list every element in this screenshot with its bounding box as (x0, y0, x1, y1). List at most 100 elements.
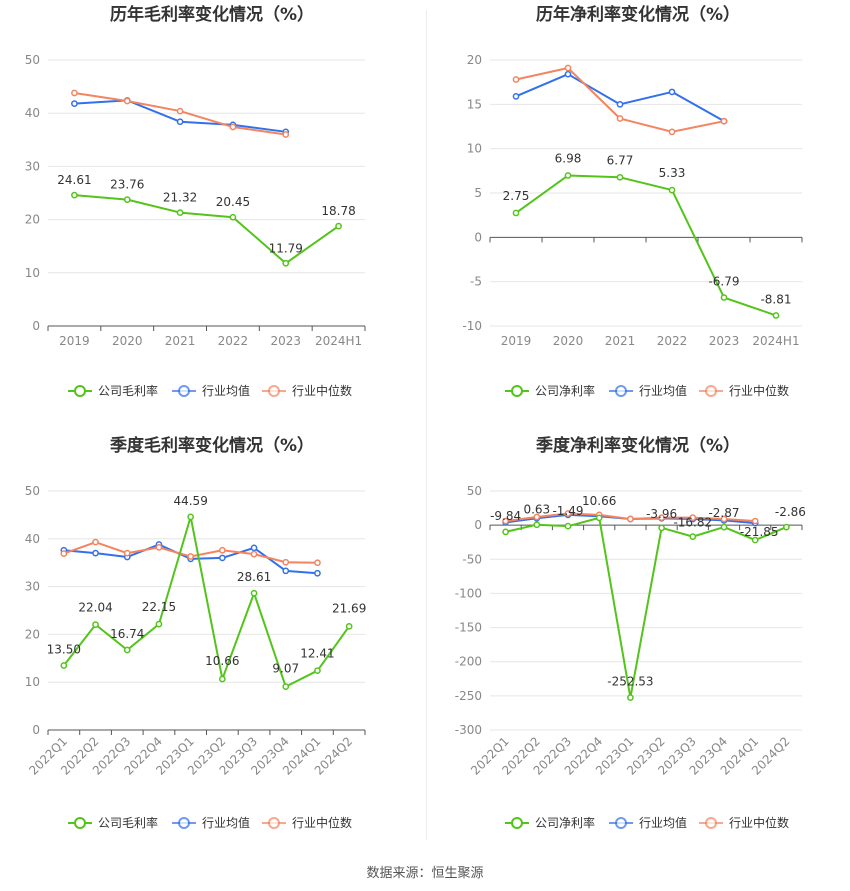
y-tick-label: -50 (462, 552, 482, 566)
legend-item-industry_median: 行业中位数 (699, 383, 789, 398)
panel-divider (426, 10, 427, 840)
data-label: 5.33 (659, 166, 686, 180)
data-label: 28.61 (237, 570, 271, 584)
x-tick-label: 2024H1 (752, 334, 799, 348)
legend-marker (268, 385, 280, 397)
data-point-industry_median (616, 115, 624, 122)
y-tick-label: 10 (25, 266, 40, 280)
legend-item-industry_avg: 行业均值 (609, 815, 687, 830)
y-tick-label: -100 (455, 586, 482, 600)
data-point-company (176, 209, 184, 216)
data-point-industry_avg (176, 118, 184, 126)
y-tick-label: 0 (474, 518, 482, 532)
data-point-industry_median (689, 514, 697, 521)
data-point-industry_median (512, 76, 520, 83)
y-tick-label: 15 (467, 97, 482, 111)
data-point-company (772, 312, 780, 319)
data-point-industry_median (123, 97, 131, 105)
data-point-company (71, 191, 78, 199)
legend-label: 公司净利率 (535, 815, 595, 830)
legend-marker (615, 385, 627, 397)
data-point-industry_median (282, 558, 290, 566)
data-point-company (783, 523, 790, 531)
chart-panel-1: 历年毛利率变化情况（%） 0 10 20 30 40 50 2019 2020 2021 2022 2… (25, 4, 366, 398)
data-point-industry_median (668, 128, 676, 136)
legend-label: 行业均值 (202, 815, 250, 830)
data-label: 12.41 (300, 647, 334, 661)
data-point-industry_median (658, 514, 665, 521)
data-label: -16.82 (673, 516, 712, 530)
data-point-industry_median (627, 515, 634, 523)
data-label: -6.79 (708, 275, 739, 289)
data-point-industry_avg (512, 93, 520, 100)
data-point-industry_median (751, 517, 759, 525)
data-point-company (689, 533, 697, 540)
data-point-industry_median (720, 515, 728, 523)
series-line-industry_avg (74, 99, 286, 133)
data-label: -21.85 (740, 525, 779, 539)
data-label: 9.07 (272, 662, 299, 676)
y-tick-label: 0 (32, 723, 40, 737)
legend-label: 行业中位数 (729, 383, 789, 398)
data-point-industry_avg (282, 567, 290, 575)
data-point-industry_median (282, 131, 290, 138)
legend-item-company: 公司净利率 (505, 815, 595, 830)
data-label: 21.32 (163, 191, 197, 205)
data-label: 10.66 (205, 654, 239, 668)
data-point-industry_median (219, 546, 226, 554)
data-point-industry_avg (92, 549, 99, 557)
y-tick-label: 20 (467, 53, 482, 67)
data-point-industry_median (187, 553, 194, 560)
data-point-company (720, 294, 728, 301)
data-label: 0.63 (523, 503, 550, 517)
y-tick-label: 50 (25, 53, 40, 67)
data-point-company (219, 675, 226, 683)
data-label: 22.15 (142, 600, 176, 614)
data-label: 6.77 (607, 153, 634, 167)
data-point-industry_median (60, 550, 68, 557)
data-point-company (512, 209, 520, 217)
legend-item-industry_avg: 行业均值 (172, 383, 250, 398)
data-point-industry_avg (250, 544, 258, 552)
legend-marker (74, 385, 86, 397)
data-label: -1.49 (552, 504, 583, 518)
data-point-company (564, 522, 572, 530)
data-label: 10.66 (582, 494, 616, 508)
legend-label: 行业均值 (639, 815, 687, 830)
data-label: 16.74 (110, 627, 144, 641)
legend-label: 公司净利率 (535, 383, 595, 398)
x-tick-label: 2023 (270, 334, 301, 348)
data-point-industry_median (564, 64, 572, 72)
data-label: -8.81 (760, 292, 791, 306)
y-tick-label: -10 (462, 319, 482, 333)
legend-marker (511, 385, 523, 397)
data-point-company (282, 259, 290, 267)
legend-label: 行业中位数 (729, 815, 789, 830)
legend-item-company: 公司毛利率 (68, 815, 158, 830)
data-point-industry_median (314, 559, 321, 567)
data-point-company (345, 622, 353, 630)
x-tick-label: 2021 (605, 334, 636, 348)
legend-label: 行业中位数 (292, 383, 352, 398)
legend-item-industry_median: 行业中位数 (262, 383, 352, 398)
x-tick-label: 2020 (112, 334, 143, 348)
data-point-company (282, 683, 290, 690)
chart-title: 历年净利率变化情况（%） (536, 4, 740, 25)
data-source: 数据来源：恒生聚源 (366, 866, 484, 881)
data-point-industry_avg (219, 554, 226, 562)
y-tick-label: -250 (455, 689, 482, 703)
legend-marker (268, 817, 280, 829)
data-label: 22.04 (78, 601, 112, 615)
data-label: 20.45 (216, 195, 250, 209)
y-tick-label: 20 (25, 627, 40, 641)
data-label: -2.86 (775, 505, 806, 519)
legend-label: 公司毛利率 (98, 383, 158, 398)
data-label: 23.76 (110, 178, 144, 192)
chart-panel-3: 季度毛利率变化情况（%）010203040502022Q12022Q22022Q… (25, 435, 367, 830)
data-point-company (155, 620, 163, 628)
legend-item-industry_avg: 行业均值 (172, 815, 250, 830)
legend-label: 公司毛利率 (98, 815, 158, 830)
legend-item-industry_median: 行业中位数 (262, 815, 352, 830)
legend-item-company: 公司毛利率 (68, 383, 158, 398)
legend-item-industry_avg: 行业均值 (609, 383, 687, 398)
